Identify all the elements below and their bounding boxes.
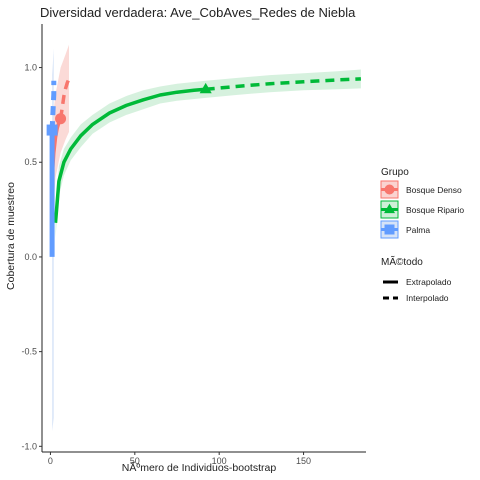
legend-label-bosque-denso: Bosque Denso (406, 185, 462, 195)
y-tick-label: 0.0 (24, 252, 37, 262)
line-extrapolated-palma (49, 80, 57, 131)
line-extrapolated-bosque-denso (58, 78, 71, 119)
marker-observed-bosque-denso (55, 113, 67, 125)
marker-observed-palma (46, 124, 58, 136)
observed-markers (46, 82, 212, 136)
x-tick-label: 100 (212, 456, 227, 466)
line-extrapolated-bosque-ripario (205, 77, 361, 92)
marker-observed-bosque-ripario (199, 82, 212, 94)
x-tick-label: 50 (130, 456, 140, 466)
legend-title-grupo: Grupo (381, 167, 409, 178)
y-axis-ticks: -1.0 -0.5 0.0 0.5 1.0 (21, 63, 42, 451)
x-tick-label: 150 (296, 456, 311, 466)
legend-metodo-entries: Extrapolado Interpolado (383, 277, 452, 303)
legend-title-metodo: MÃ©todo (381, 255, 423, 268)
legend-key-marker-palma (384, 224, 395, 235)
legend-label-extrapolado: Extrapolado (406, 277, 452, 287)
plot-area (46, 44, 361, 432)
band-bosque-ripario (55, 69, 361, 238)
x-axis-ticks: 0 50 100 150 (48, 452, 311, 466)
legend-key-marker-bosque-denso (384, 184, 395, 195)
band-bosque-denso (52, 44, 69, 229)
confidence-bands (52, 44, 361, 432)
y-tick-label: 1.0 (24, 63, 37, 73)
chart-title: Diversidad verdadera: Ave_CobAves_Redes … (40, 5, 356, 20)
x-axis-label: NÃºmero de Individuos-bootstrap (122, 461, 277, 474)
legend-label-bosque-ripario: Bosque Ripario (406, 205, 464, 215)
legend: Grupo Bosque Denso Bosque Ripario Palma MÃ… (380, 167, 464, 303)
line-interpolated-bosque-ripario (53, 87, 206, 223)
x-tick-label: 0 (48, 456, 53, 466)
legend-key-marker-bosque-ripario (384, 203, 395, 214)
y-tick-label: -1.0 (21, 441, 37, 451)
axes: 0 50 100 150 -1.0 -0.5 0.0 0.5 1.0 (21, 24, 366, 466)
series-lines (49, 77, 361, 257)
legend-label-interpolado: Interpolado (406, 293, 449, 303)
y-axis-label: Cobertura de muestreo (5, 182, 17, 290)
y-tick-label: -0.5 (21, 347, 37, 357)
y-tick-label: 0.5 (24, 157, 37, 167)
legend-label-palma: Palma (406, 225, 430, 235)
legend-grupo-entries: Bosque Denso Bosque Ripario Palma (380, 180, 464, 239)
